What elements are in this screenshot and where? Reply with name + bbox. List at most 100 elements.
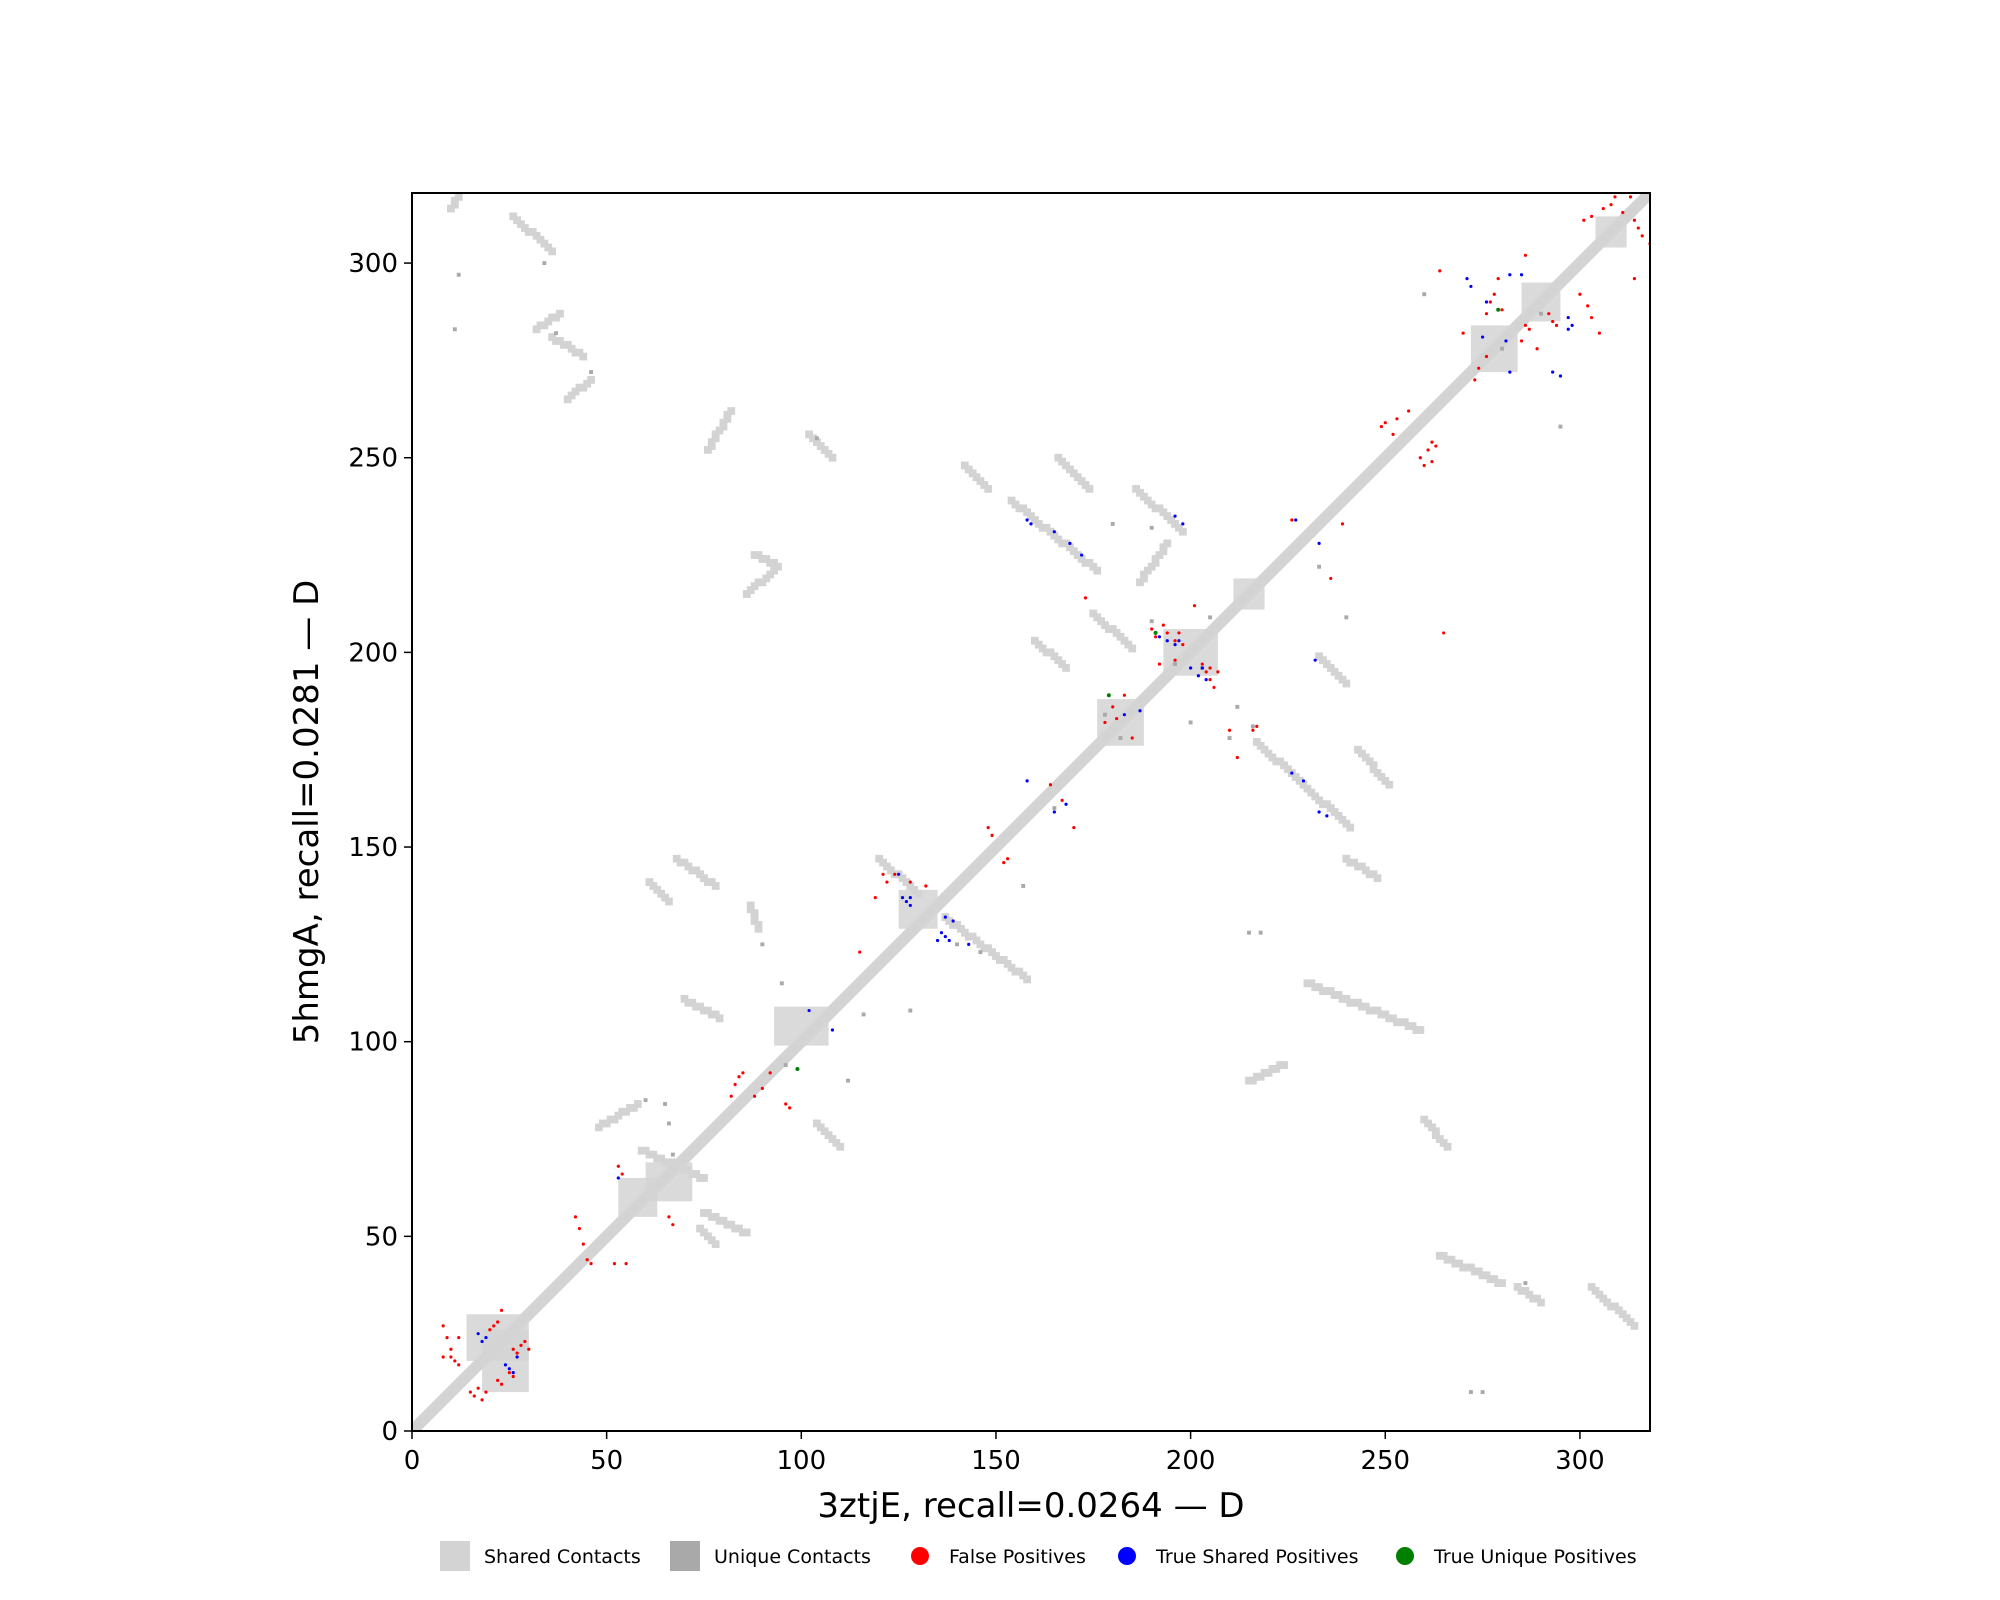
false-positive-point bbox=[1527, 327, 1531, 331]
true-shared-positive-point bbox=[900, 896, 905, 900]
shared-contact-cell bbox=[633, 1100, 642, 1108]
false-positive-point bbox=[573, 1215, 578, 1219]
true-unique-positive-point bbox=[1153, 630, 1158, 635]
false-positive-point bbox=[1461, 331, 1465, 335]
true-shared-positive-point bbox=[1519, 273, 1524, 277]
y-tick-label: 200 bbox=[348, 638, 398, 668]
unique-contact-cell bbox=[978, 950, 983, 955]
unique-contact-cell bbox=[1247, 930, 1251, 935]
shared-contact-cell bbox=[1354, 745, 1362, 754]
false-positive-point bbox=[488, 1328, 492, 1332]
false-positive-point bbox=[457, 1363, 461, 1367]
unique-contact-cell bbox=[1468, 1390, 1473, 1395]
false-positive-point bbox=[1632, 218, 1637, 222]
legend-swatch-unique bbox=[670, 1541, 700, 1571]
shared-contact-cell bbox=[1525, 1290, 1534, 1299]
shared-contact-cell bbox=[972, 473, 981, 482]
true-shared-positive-point bbox=[897, 872, 901, 876]
false-positive-point bbox=[1640, 234, 1644, 238]
true-unique-positive-point bbox=[1106, 693, 1111, 698]
unique-contact-cell bbox=[1173, 662, 1177, 667]
x-tick-label: 50 bbox=[590, 1446, 623, 1476]
positives-layer bbox=[441, 195, 1650, 1402]
shared-contact-cell bbox=[820, 446, 829, 454]
legend-label-shared: Shared Contacts bbox=[484, 1546, 641, 1568]
false-positive-point bbox=[1122, 693, 1127, 697]
false-positive-point bbox=[577, 1226, 582, 1231]
true-shared-positive-point bbox=[1290, 771, 1294, 775]
shared-contact-cell bbox=[1361, 1002, 1370, 1011]
shared-contact-cell bbox=[883, 862, 891, 871]
shared-contact-cell bbox=[622, 1107, 631, 1116]
unique-contact-cell bbox=[643, 1098, 648, 1103]
shared-contact-cell bbox=[816, 442, 825, 450]
shared-contact-cell bbox=[1435, 1135, 1444, 1143]
x-tick-label: 100 bbox=[776, 1446, 826, 1476]
false-positive-point bbox=[1157, 662, 1162, 666]
false-positive-point bbox=[1181, 642, 1185, 647]
unique-contact-cell bbox=[1208, 615, 1213, 620]
shared-contact-cell bbox=[703, 446, 712, 454]
shared-contact-cell bbox=[1104, 625, 1113, 633]
shared-contact-cell bbox=[1498, 1279, 1506, 1287]
false-positive-point bbox=[1002, 861, 1006, 865]
shared-contact-cell bbox=[1019, 504, 1028, 513]
false-positive-point bbox=[492, 1324, 496, 1328]
legend-label-true_shared: True Shared Positives bbox=[1155, 1546, 1358, 1568]
shared-contact-cell bbox=[1140, 574, 1148, 583]
false-positive-point bbox=[1632, 277, 1637, 281]
false-positive-point bbox=[1430, 440, 1434, 444]
false-positive-point bbox=[581, 1242, 585, 1246]
false-positive-point bbox=[1200, 662, 1204, 666]
false-positive-point bbox=[1586, 304, 1590, 308]
false-positive-point bbox=[741, 1071, 745, 1075]
y-tick-label: 150 bbox=[348, 833, 398, 863]
false-positive-point bbox=[1609, 203, 1613, 207]
false-positive-point bbox=[737, 1075, 741, 1079]
true-shared-positive-point bbox=[1566, 315, 1570, 320]
legend-marker-true_unique bbox=[1396, 1547, 1414, 1565]
false-positive-point bbox=[986, 825, 990, 830]
false-positive-point bbox=[784, 1102, 788, 1106]
true-shared-positive-point bbox=[616, 1176, 620, 1180]
shared-contact-cell bbox=[1062, 539, 1070, 548]
shared-contact-cell bbox=[836, 1142, 845, 1151]
shared-contact-cell bbox=[575, 348, 584, 357]
false-positive-point bbox=[515, 1351, 519, 1355]
shared-contact-cell bbox=[758, 578, 767, 587]
true-shared-positive-point bbox=[1122, 713, 1127, 717]
legend-swatch-shared bbox=[440, 1541, 470, 1571]
true-shared-positive-point bbox=[904, 899, 909, 904]
false-positive-point bbox=[1535, 347, 1539, 351]
true-shared-positive-point bbox=[1317, 541, 1321, 545]
true-shared-positive-point bbox=[1157, 635, 1162, 639]
shared-contact-blob bbox=[482, 1329, 529, 1393]
true-shared-positive-point bbox=[908, 896, 912, 900]
shared-contact-cell bbox=[1346, 823, 1355, 832]
shared-contact-blob bbox=[774, 1006, 829, 1046]
shared-contact-cell bbox=[984, 484, 993, 493]
unique-contact-cell bbox=[1110, 521, 1115, 526]
shared-contact-cell bbox=[1630, 1321, 1639, 1330]
false-positive-point bbox=[589, 1261, 593, 1266]
false-positive-point bbox=[1083, 596, 1088, 600]
false-positive-point bbox=[1492, 292, 1496, 296]
y-tick-label: 0 bbox=[381, 1417, 398, 1447]
diagonal-contacts bbox=[412, 193, 1650, 1431]
true-shared-positive-point bbox=[1068, 541, 1072, 545]
true-shared-positive-point bbox=[947, 938, 951, 943]
true-shared-positive-point bbox=[1064, 802, 1068, 806]
true-shared-positive-point bbox=[1025, 779, 1029, 783]
x-tick-label: 200 bbox=[1166, 1446, 1216, 1476]
shared-contact-cell bbox=[1042, 648, 1051, 657]
false-positive-point bbox=[507, 1371, 511, 1375]
shared-contact-cell bbox=[1136, 578, 1144, 587]
shared-contact-cell bbox=[1007, 496, 1016, 505]
false-positive-point bbox=[1006, 857, 1010, 861]
unique-contact-cell bbox=[814, 436, 819, 441]
false-positive-point bbox=[616, 1164, 620, 1168]
false-positive-point bbox=[1601, 206, 1605, 211]
shared-contact-cell bbox=[1478, 1271, 1487, 1280]
shared-contact-cell bbox=[1276, 757, 1285, 766]
false-positive-point bbox=[496, 1320, 500, 1324]
